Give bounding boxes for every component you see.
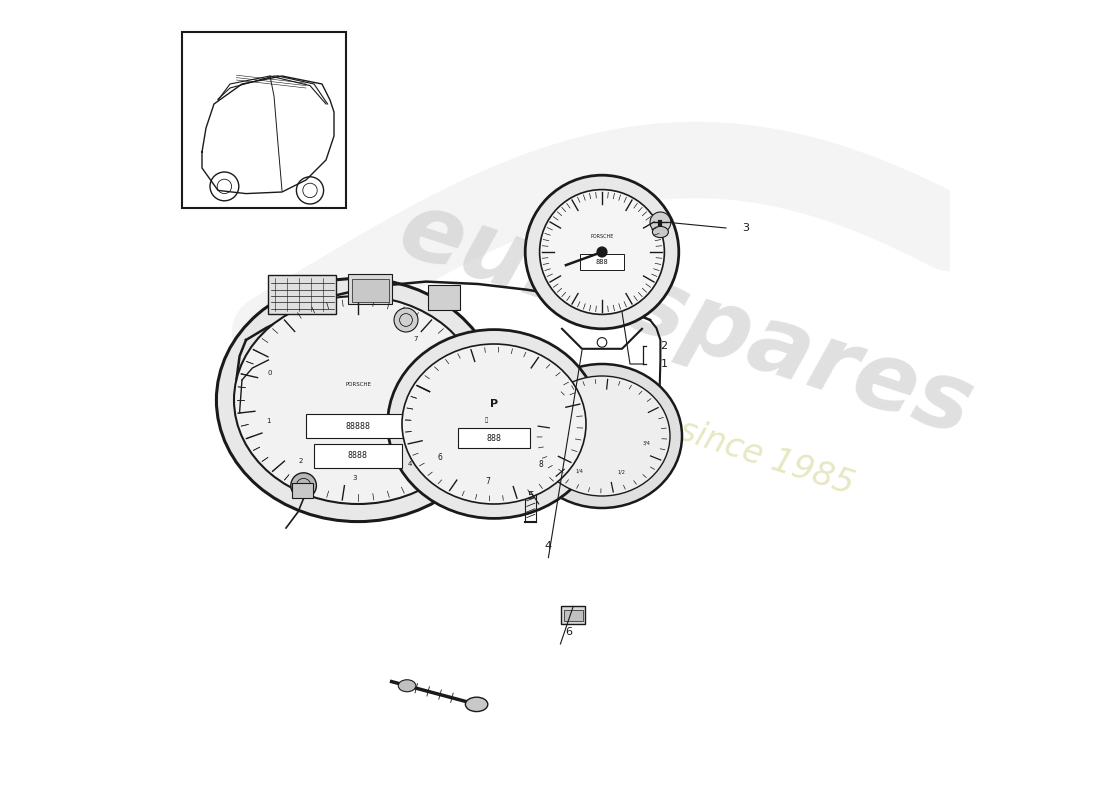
Bar	[580, 254, 625, 270]
Bar	[293, 483, 314, 498]
Ellipse shape	[652, 226, 669, 238]
Circle shape	[596, 246, 607, 258]
Text: 6: 6	[437, 453, 442, 462]
Bar	[314, 444, 402, 468]
Ellipse shape	[387, 330, 601, 518]
Bar	[352, 279, 389, 302]
Text: 0: 0	[267, 370, 273, 377]
Bar	[563, 610, 583, 621]
Ellipse shape	[522, 364, 682, 508]
Bar	[349, 274, 393, 304]
Ellipse shape	[234, 296, 482, 504]
Ellipse shape	[398, 680, 416, 692]
Text: 6: 6	[565, 627, 572, 637]
Text: 7: 7	[486, 477, 491, 486]
Circle shape	[525, 175, 679, 329]
Text: 7: 7	[414, 336, 418, 342]
Text: 2: 2	[660, 342, 668, 351]
Bar	[306, 414, 410, 438]
Circle shape	[522, 475, 540, 493]
Ellipse shape	[402, 344, 586, 504]
Text: PORSCHE: PORSCHE	[591, 234, 614, 238]
Text: 4: 4	[408, 462, 412, 467]
Text: 1/4: 1/4	[575, 468, 583, 473]
Bar	[428, 285, 461, 310]
Ellipse shape	[217, 278, 499, 522]
Bar	[561, 606, 585, 624]
Text: 1: 1	[660, 359, 668, 369]
Circle shape	[650, 212, 671, 233]
Text: 2: 2	[298, 458, 302, 464]
Text: 5: 5	[443, 423, 448, 430]
Text: 88888: 88888	[345, 422, 371, 431]
Text: 3: 3	[742, 223, 749, 233]
Circle shape	[540, 190, 664, 314]
Text: 888: 888	[486, 434, 502, 443]
Circle shape	[290, 473, 317, 498]
Text: 1/2: 1/2	[617, 470, 625, 474]
Text: 6: 6	[446, 376, 450, 382]
Bar	[458, 428, 530, 448]
Text: 8: 8	[539, 460, 543, 470]
Bar	[268, 275, 337, 314]
Text: PORSCHE: PORSCHE	[345, 382, 371, 386]
Text: 8888: 8888	[348, 451, 369, 461]
Text: eurospares: eurospares	[387, 184, 984, 456]
Text: 5: 5	[527, 491, 535, 501]
Ellipse shape	[534, 376, 670, 496]
Text: 3/4: 3/4	[644, 441, 651, 446]
Bar	[182, 32, 346, 208]
Ellipse shape	[465, 697, 487, 711]
Text: P: P	[490, 399, 498, 409]
Text: 3: 3	[352, 474, 358, 481]
Circle shape	[394, 308, 418, 332]
Text: ⬛: ⬛	[484, 418, 487, 422]
Text: 888: 888	[595, 258, 608, 265]
Text: 4: 4	[544, 541, 552, 550]
Text: 1: 1	[266, 418, 271, 424]
Text: a passion since 1985: a passion since 1985	[514, 362, 858, 502]
